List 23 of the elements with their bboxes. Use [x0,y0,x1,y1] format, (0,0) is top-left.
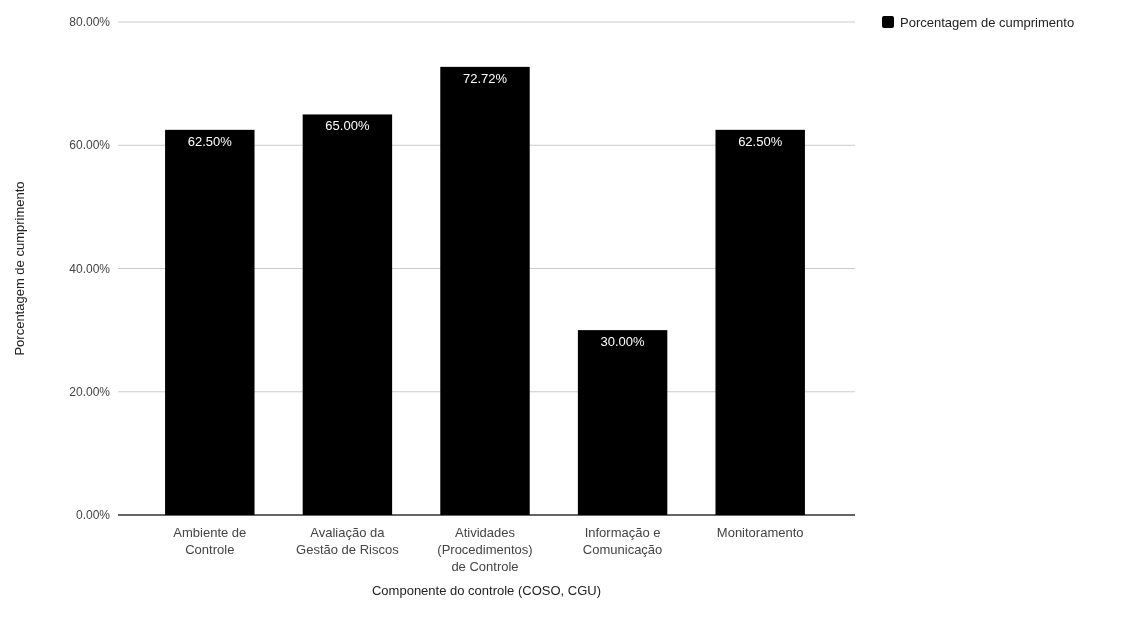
data-label: 65.00% [325,118,370,134]
y-axis-title: Porcentagem de cumprimento [12,181,27,356]
data-label: 62.50% [187,133,233,149]
y-tick-label: 0.00% [75,508,111,522]
bar [165,129,255,515]
x-tick-label: Informação e Comunicação [582,525,663,557]
y-tick-label: 80.00% [69,15,111,29]
y-tick-label: 20.00% [69,384,111,399]
x-tick-label: Avaliação da Gestão de Riscos [296,525,400,557]
bar [440,66,530,515]
bar [577,330,668,515]
data-label: 30.00% [600,334,646,350]
legend-label: Porcentagem de cumprimento [900,15,1075,30]
data-label: 72.72% [462,70,508,86]
bar [302,114,393,515]
bar [715,129,805,515]
x-tick-label: Monitoramento [716,525,804,540]
x-tick-label: Atividades (Procedimentos) de Controle [437,525,533,574]
data-label: 62.50% [738,133,783,149]
y-tick-label: 60.00% [69,138,111,153]
y-tick-label: 40.00% [69,261,111,276]
x-tick-label: Ambiente de Controle [173,525,247,557]
x-axis-title: Componente do controle (COSO, CGU) [371,583,602,598]
